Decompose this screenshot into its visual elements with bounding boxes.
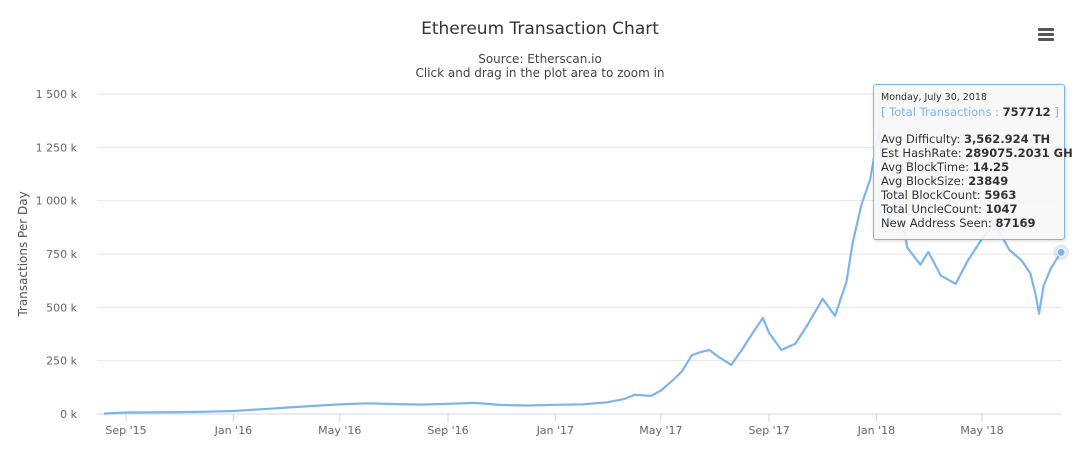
x-tick-label: May '18	[960, 424, 1003, 437]
tooltip-date: Monday, July 30, 2018	[881, 92, 987, 103]
tooltip-row-value: 1047	[985, 202, 1018, 216]
y-axis-ticks: 0 k 250 k 500 k 750 k 1 000 k 1 250 k 1 500 k	[36, 88, 78, 421]
tooltip-row-label: Est HashRate:	[881, 146, 966, 160]
tooltip-row-value: 5963	[984, 188, 1017, 202]
tooltip-row: Total BlockCount: 5963	[881, 188, 1016, 202]
x-tick-label: May '17	[639, 424, 682, 437]
y-axis-label: Transactions Per Day	[16, 191, 30, 317]
x-axis-ticks: Sep '15 Jan '16 May '16 Sep '16 Jan '17 May '…	[105, 414, 1004, 437]
tooltip-row-value: 3,562.924 TH	[963, 132, 1051, 146]
chart-title: Ethereum Transaction Chart	[421, 19, 659, 39]
series-line	[103, 127, 1063, 415]
tooltip-row-label: Total UncleCount:	[881, 202, 986, 216]
tooltip-total-sep: :	[991, 105, 1003, 119]
y-tick-label: 1 500 k	[36, 88, 78, 101]
x-tick-label: Sep '15	[105, 424, 146, 437]
tooltip-total-open: [	[881, 105, 886, 119]
y-tick-label: 250 k	[46, 355, 77, 368]
x-tick-label: Sep '17	[748, 424, 789, 437]
tooltip-total-close: ]	[1054, 105, 1059, 119]
tooltip-row-value: 87169	[995, 216, 1036, 230]
tooltip: Monday, July 30, 2018 [ Total Transactio…	[873, 84, 1073, 240]
y-tick-label: 500 k	[46, 301, 77, 314]
tooltip-row-value: 14.25	[972, 160, 1010, 174]
tooltip-row-label: Avg BlockSize:	[881, 174, 969, 188]
tooltip-row-label: Avg Difficulty:	[881, 132, 964, 146]
tooltip-row-label: Total BlockCount:	[881, 188, 985, 202]
series-layer	[103, 127, 1070, 415]
x-tick-label: May '16	[318, 424, 361, 437]
zoom-hint: Click and drag in the plot area to zoom …	[415, 66, 665, 80]
tooltip-row: Avg Difficulty: 3,562.924 TH	[881, 132, 1050, 146]
tooltip-row: Total UncleCount: 1047	[881, 202, 1018, 216]
y-tick-label: 0 k	[60, 408, 77, 421]
tooltip-row: Est HashRate: 289075.2031 GH	[881, 146, 1073, 160]
tooltip-total: [ Total Transactions : 757712 ]	[881, 105, 1059, 119]
tooltip-row: Avg BlockTime: 14.25	[881, 160, 1009, 174]
tooltip-row-value: 289075.2031 GH	[965, 146, 1073, 160]
y-tick-label: 1 000 k	[36, 195, 78, 208]
x-tick-label: Jan '17	[536, 424, 574, 437]
tooltip-row-label: New Address Seen:	[881, 216, 996, 230]
hamburger-menu-icon[interactable]	[1030, 22, 1062, 48]
tooltip-row-label: Avg BlockTime:	[881, 160, 973, 174]
highlighted-point-marker[interactable]	[1056, 247, 1066, 257]
tooltip-total-value: 757712	[1002, 105, 1051, 119]
tooltip-row: Avg BlockSize: 23849	[881, 174, 1008, 188]
tooltip-row: New Address Seen: 87169	[881, 216, 1035, 230]
y-tick-label: 1 250 k	[36, 141, 78, 154]
chart-subtitle: Source: Etherscan.io	[478, 52, 602, 66]
tooltip-row-value: 23849	[968, 174, 1009, 188]
tooltip-total-label: Total Transactions	[889, 105, 992, 119]
x-tick-label: Jan '18	[857, 424, 895, 437]
y-tick-label: 750 k	[46, 248, 77, 261]
x-tick-label: Sep '16	[427, 424, 468, 437]
x-tick-label: Jan '16	[214, 424, 252, 437]
